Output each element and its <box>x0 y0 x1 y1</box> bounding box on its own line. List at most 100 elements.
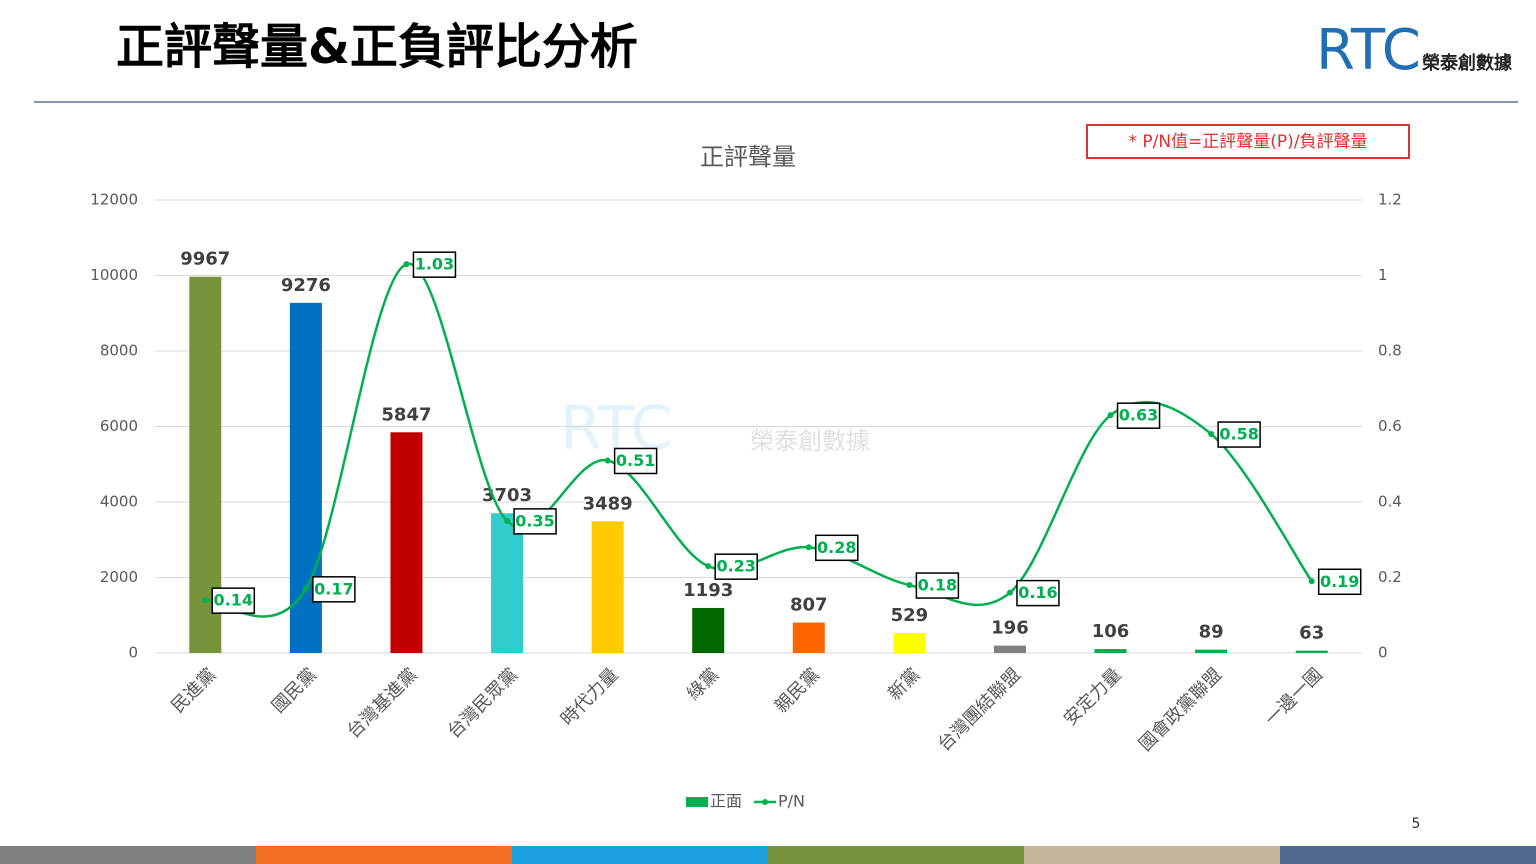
footer-strip <box>1024 846 1280 864</box>
pn-label-box <box>1217 421 1261 448</box>
watermark-text: 榮泰創數據 <box>750 427 870 455</box>
y-tick-label: 0 <box>128 644 138 662</box>
pn-point <box>504 517 511 524</box>
x-tick-label: 台灣基進黨 <box>343 664 421 742</box>
footer-strip <box>512 846 768 864</box>
note: * P/N值=正評聲量(P)/負評聲量 <box>1128 132 1367 152</box>
data-label: 89 <box>1199 622 1224 643</box>
x-tick-label: 綠黨 <box>683 664 723 704</box>
x-tick-label: 安定力量 <box>1060 664 1126 730</box>
y2-tick-label: 0 <box>1378 644 1388 662</box>
bar <box>792 622 825 653</box>
data-label: 9276 <box>281 275 331 296</box>
y2-tick-label: 0.6 <box>1378 417 1402 435</box>
data-label: 3489 <box>583 493 633 514</box>
pn-label: 0.23 <box>716 557 755 576</box>
pn-label: 0.63 <box>1119 406 1158 425</box>
legend-swatch <box>762 799 769 805</box>
pn-label-box <box>613 447 658 475</box>
y2-tick-label: 0.2 <box>1378 568 1402 586</box>
y2-tick-label: 1.2 <box>1378 191 1402 209</box>
pn-label: 0.17 <box>314 579 353 598</box>
pn-label-box <box>1317 568 1362 596</box>
legend-swatch <box>686 797 708 807</box>
bar <box>390 432 423 653</box>
data-label: 63 <box>1299 623 1324 644</box>
x-tick-label: 時代力量 <box>557 664 623 730</box>
bar <box>993 645 1026 653</box>
bar <box>1195 649 1228 653</box>
logo: RTC <box>1316 18 1421 83</box>
data-label: 807 <box>790 595 828 616</box>
legend-label: 正面 <box>710 792 742 811</box>
x-tick-label: 國民黨 <box>268 664 321 717</box>
footer-strip <box>256 846 512 864</box>
pn-label: 0.58 <box>1219 425 1258 444</box>
logo-subtitle: 榮泰創數據 <box>1422 52 1513 74</box>
footer-strip <box>1280 846 1536 864</box>
pn-label-box <box>815 534 859 562</box>
pn-point <box>1107 412 1114 419</box>
data-label: 106 <box>1092 621 1130 642</box>
y2-tick-label: 1 <box>1378 266 1388 284</box>
y-tick-label: 12000 <box>90 191 138 209</box>
pn-point <box>705 563 712 570</box>
pn-label: 0.35 <box>515 511 554 530</box>
data-label: 196 <box>991 618 1029 639</box>
y-tick-label: 6000 <box>100 417 138 435</box>
pn-label-box <box>714 553 758 580</box>
chart-title: 正評聲量 <box>700 143 796 171</box>
pn-label: 0.19 <box>1320 572 1359 591</box>
data-label: 5847 <box>381 404 431 425</box>
data-label: 1193 <box>683 580 733 601</box>
page-number: 5 <box>1412 816 1421 832</box>
bar <box>491 513 524 653</box>
pn-label-box <box>915 572 960 599</box>
slide-title: 正評聲量&正負評比分析 <box>116 19 638 75</box>
data-label: 529 <box>891 605 929 626</box>
data-label: 9967 <box>180 249 230 270</box>
pn-point <box>604 457 611 464</box>
y-tick-label: 2000 <box>100 568 138 586</box>
bar <box>1094 648 1127 653</box>
pn-point <box>302 585 309 592</box>
y-tick-label: 8000 <box>100 342 138 360</box>
legend-label: P/N <box>778 792 805 811</box>
y2-tick-label: 0.8 <box>1378 342 1402 360</box>
bar <box>893 633 926 653</box>
pn-point <box>1208 431 1215 438</box>
pn-label: 0.14 <box>214 591 253 610</box>
x-tick-label: 台灣團結聯盟 <box>934 664 1025 755</box>
pn-label: 0.28 <box>817 538 856 557</box>
note-box <box>1086 124 1410 159</box>
x-tick-label: 國會政黨聯盟 <box>1135 664 1226 755</box>
pn-label: 0.18 <box>918 576 957 595</box>
x-tick-label: 一邊一國 <box>1261 664 1327 730</box>
y-tick-label: 10000 <box>90 266 138 284</box>
pn-label-box <box>513 508 557 535</box>
pn-point <box>1006 589 1013 596</box>
pn-label: 0.51 <box>616 451 655 470</box>
pn-point <box>805 544 812 551</box>
y2-tick-label: 0.4 <box>1378 493 1402 511</box>
pn-point <box>403 261 410 268</box>
pn-point <box>202 597 209 604</box>
footer-strip <box>0 846 256 864</box>
bar <box>591 521 624 653</box>
pn-label-box <box>1116 402 1161 429</box>
pn-label-box <box>1016 579 1060 607</box>
x-tick-label: 新黨 <box>884 664 924 704</box>
x-tick-label: 民進黨 <box>167 664 220 717</box>
y-tick-label: 4000 <box>100 493 138 511</box>
pn-label: 0.16 <box>1018 583 1057 602</box>
footer-strip <box>768 846 1024 864</box>
pn-point <box>1308 578 1315 585</box>
pn-point <box>906 582 913 589</box>
pn-label-box <box>211 587 256 614</box>
plot: 0 2000 4000 6000 8000 10000 12000 0 0.2 0.4 0.6 0.8… <box>90 191 1402 811</box>
bar <box>692 607 725 653</box>
x-tick-label: 台灣民眾黨 <box>444 664 522 742</box>
x-tick-label: 親民黨 <box>771 664 824 717</box>
